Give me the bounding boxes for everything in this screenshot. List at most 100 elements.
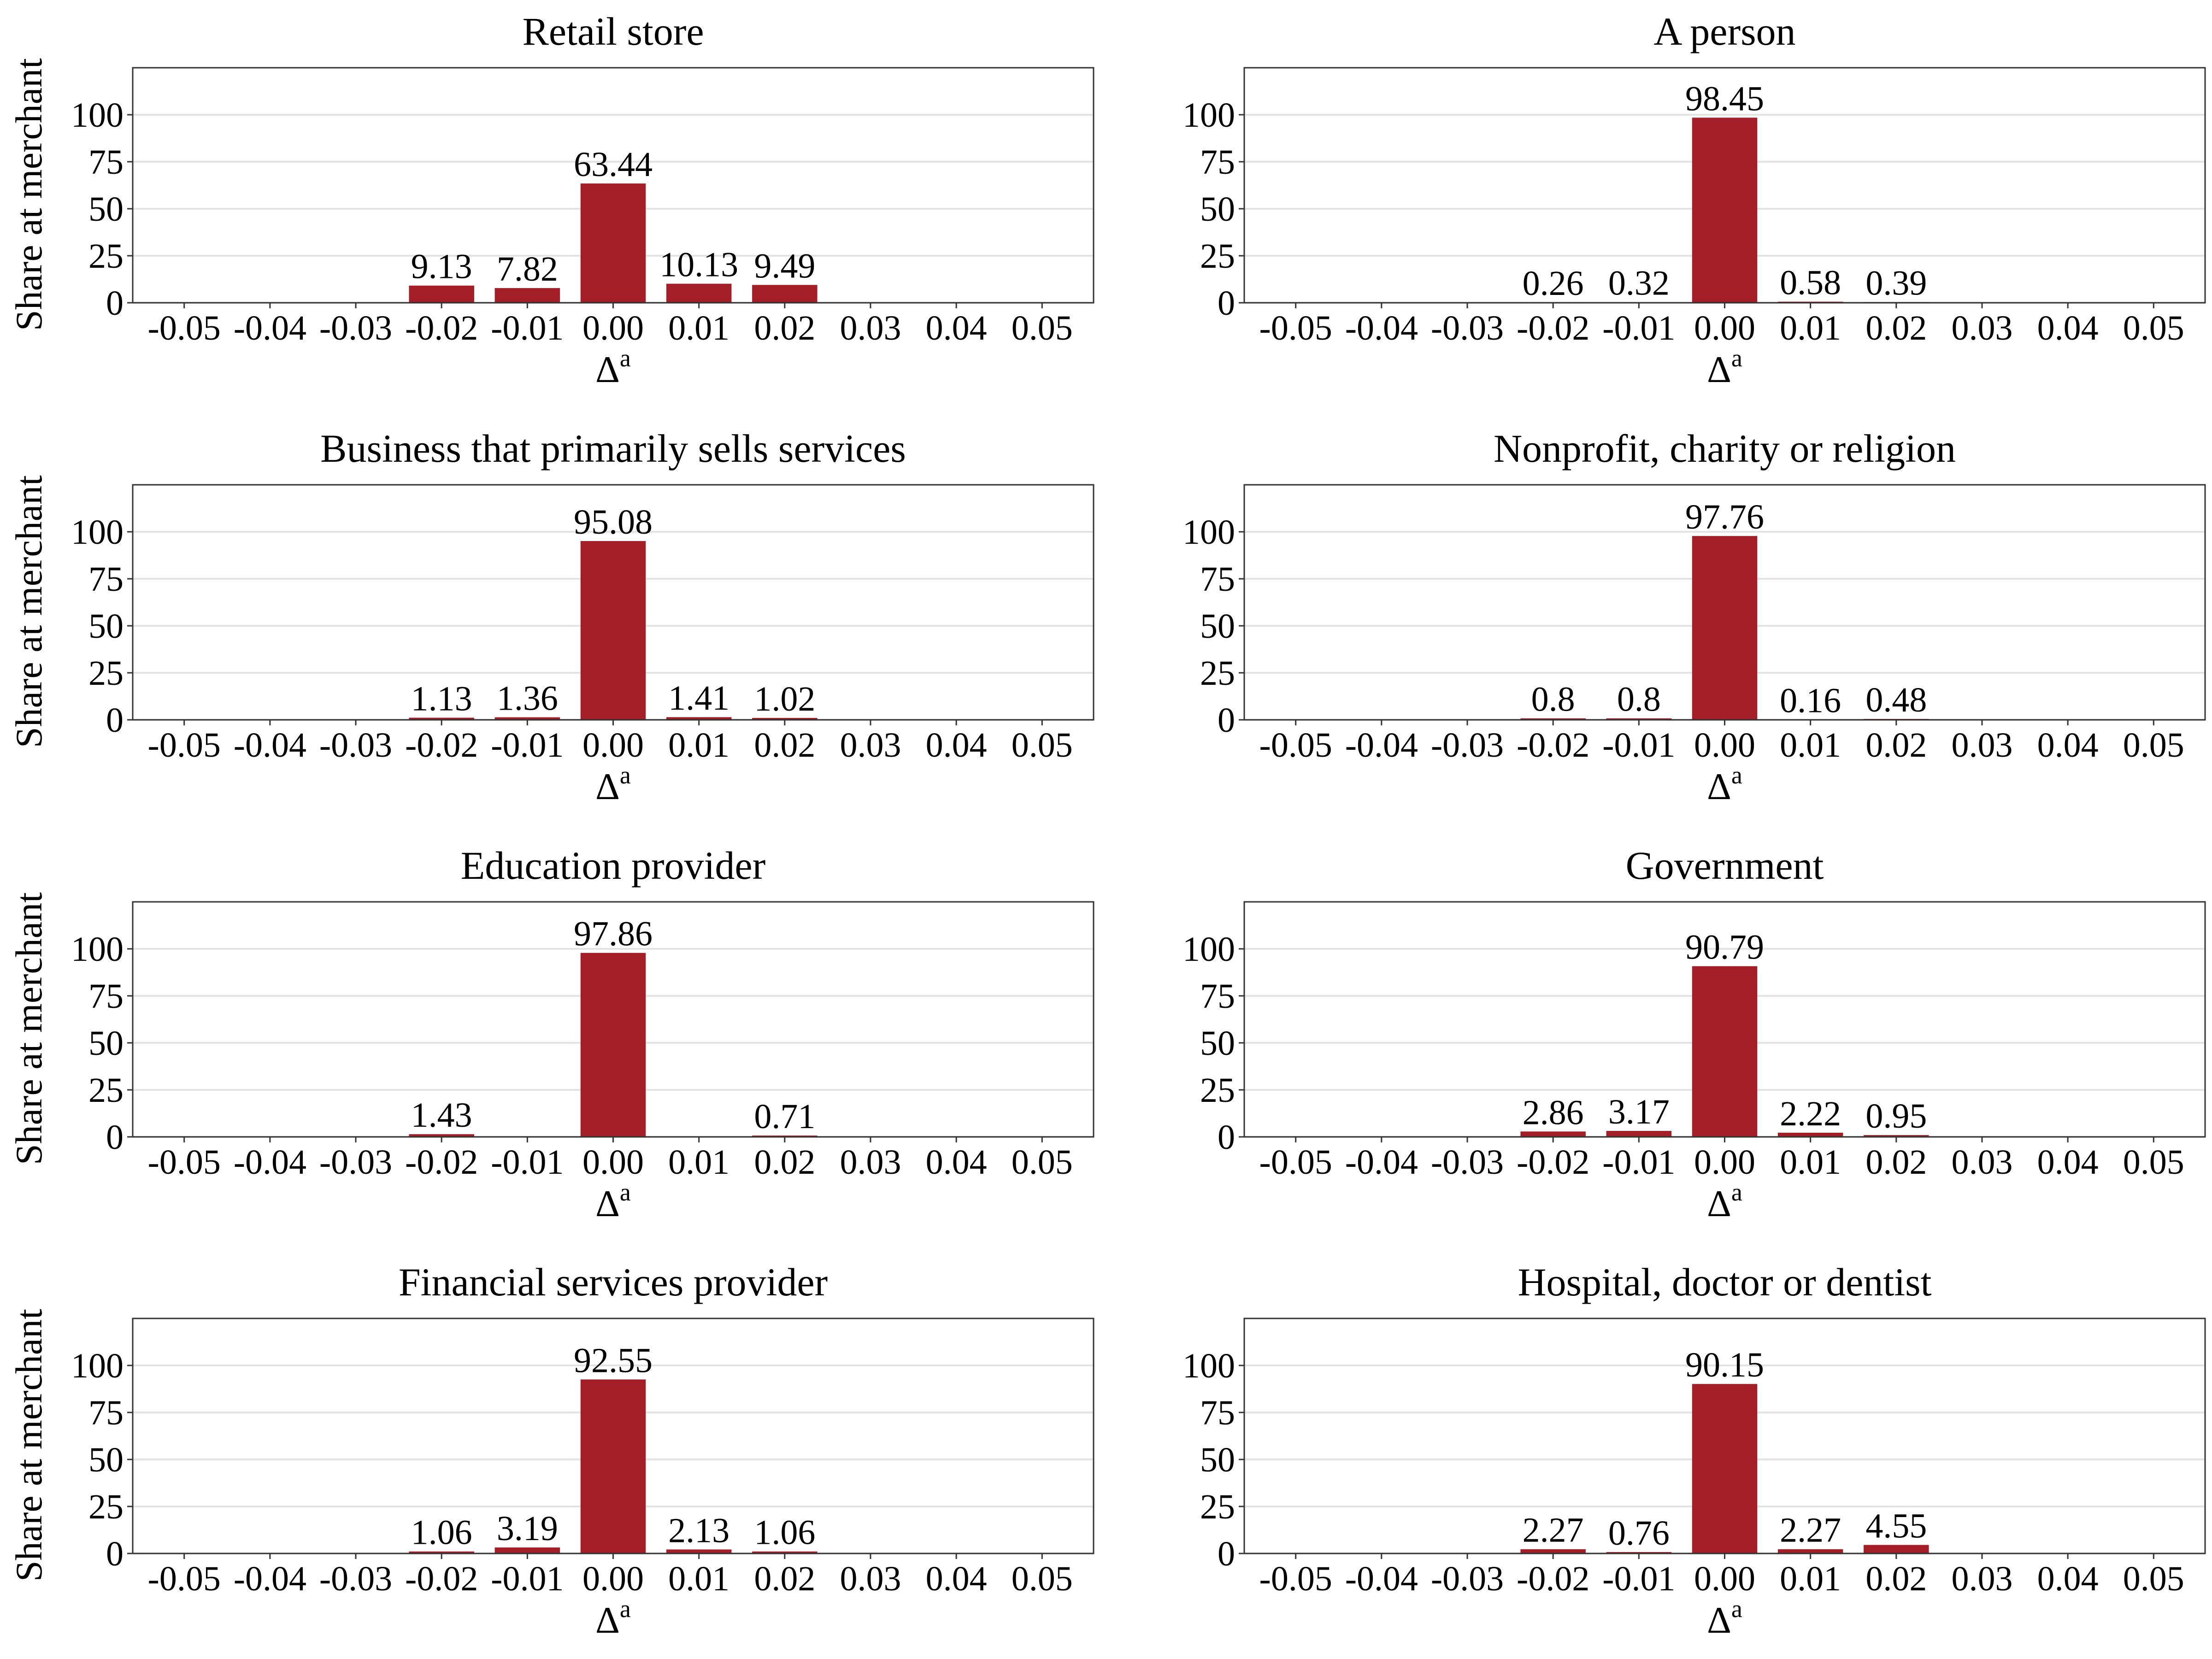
bar [1606,1131,1672,1137]
panel-6: 2.86 3.17 90.79 2.22 0.95 0 25 50 75 100 -0.05 -0.0… [1182,843,2206,1224]
x-tick-label: -0.05 [1259,309,1332,347]
bar-value-label: 10.13 [659,246,738,284]
bar [666,1549,732,1553]
x-tick-label: 0.01 [1780,726,1841,765]
x-tick-label: -0.01 [1602,1143,1675,1182]
x-tick-label: 0.03 [1951,1559,2012,1598]
bar-value-label: 3.19 [497,1509,558,1548]
x-tick-label: 0.00 [582,726,644,765]
x-tick-label: 0.00 [1694,1143,1755,1182]
x-tick-label: -0.01 [491,1143,564,1182]
x-tick-label: -0.02 [1517,1143,1589,1182]
x-axis-label: Δa [595,761,631,807]
panel-title: Retail store [522,9,704,53]
bar-value-label: 95.08 [574,503,653,541]
y-tick-label: 50 [88,190,124,229]
y-tick-label: 50 [88,1441,124,1479]
bar [580,1379,646,1553]
x-tick-label: -0.02 [405,1559,478,1598]
bar [1520,1549,1586,1553]
x-tick-label: 0.05 [1012,1143,1073,1182]
bar-value-label: 2.27 [1780,1511,1841,1550]
x-tick-label: -0.05 [148,309,221,347]
y-tick-label: 75 [88,1394,124,1432]
x-tick-label: 0.01 [668,726,729,765]
bar [409,718,474,720]
x-tick-label: -0.02 [405,726,478,765]
bar-value-label: 1.36 [497,679,558,718]
x-axis-label-main: Δ [1707,1182,1731,1224]
y-tick-label: 25 [88,1488,124,1526]
x-tick-label: 0.05 [1012,726,1073,765]
bar-value-label: 1.13 [411,679,472,718]
x-tick-label: 0.01 [668,1143,729,1182]
panel-3: 1.13 1.36 95.08 1.41 1.02 0 25 50 75 100 -0.05 -0.0… [8,426,1094,807]
y-tick-label: 75 [88,560,124,599]
bar-value-label: 2.86 [1523,1093,1584,1132]
x-tick-label: -0.01 [491,1559,564,1598]
bar-value-label: 1.06 [754,1513,815,1552]
y-tick-label: 0 [106,284,124,323]
bar-value-label: 2.22 [1780,1094,1841,1133]
y-tick-label: 75 [1200,143,1235,182]
x-axis-label: Δa [595,1595,631,1641]
x-tick-label: -0.04 [234,1143,306,1182]
bar-value-label: 98.45 [1685,79,1764,118]
y-tick-label: 0 [106,1535,124,1573]
bar-value-label: 0.48 [1865,681,1927,719]
y-axis-label: Share at merchant [8,475,50,748]
bar-value-label: 0.32 [1608,264,1670,303]
bar [666,717,732,720]
bar [1777,1132,1843,1137]
y-axis-label: Share at merchant [8,1309,50,1582]
panel-title: Education provider [461,843,766,888]
y-tick-label: 75 [1200,560,1235,599]
y-tick-label: 25 [1200,1488,1235,1526]
x-tick-label: 0.02 [754,726,815,765]
x-tick-label: 0.02 [754,309,815,347]
x-tick-label: 0.04 [926,1143,987,1182]
bar-value-label: 3.17 [1608,1093,1670,1131]
x-axis-label-superscript: a [1731,761,1742,789]
bar [752,285,818,303]
x-tick-label: -0.03 [1431,726,1504,765]
y-tick-label: 0 [1218,1535,1235,1573]
x-axis-label-superscript: a [1731,1178,1742,1206]
bar-value-label: 0.8 [1617,680,1661,719]
x-tick-label: -0.01 [1602,309,1675,347]
x-tick-label: -0.02 [1517,309,1589,347]
bar-value-label: 9.49 [754,247,815,285]
panel-title: A person [1653,9,1795,53]
bar [1777,1549,1843,1553]
bar [666,283,732,303]
x-tick-label: 0.03 [1951,1143,2012,1182]
y-tick-label: 100 [71,930,124,969]
x-tick-label: -0.04 [1345,1559,1418,1598]
bar-value-label: 7.82 [497,250,558,288]
x-tick-label: -0.04 [234,1559,306,1598]
x-axis-label-main: Δ [1707,348,1731,390]
bar [1606,1552,1672,1553]
panel-5: 1.43 97.86 0.71 0 25 50 75 100 -0.05 -0.04 -0.03 -0… [8,843,1094,1224]
bar [580,541,646,720]
y-tick-label: 100 [71,1347,124,1385]
x-tick-label: -0.02 [1517,1559,1589,1598]
x-axis-label: Δa [1707,1595,1742,1641]
x-axis-label-main: Δ [595,765,620,807]
x-tick-label: -0.04 [234,726,306,765]
x-tick-label: 0.05 [1012,309,1073,347]
x-tick-label: 0.03 [1951,726,2012,765]
y-tick-label: 75 [1200,977,1235,1016]
bar-value-label: 0.26 [1523,264,1584,303]
x-axis-label: Δa [595,344,631,390]
bar [1692,536,1758,720]
x-axis-label: Δa [595,1178,631,1224]
bar-value-label: 1.02 [754,680,815,718]
y-tick-label: 50 [1200,1024,1235,1063]
bar [1692,1384,1758,1553]
x-tick-label: 0.04 [2037,309,2099,347]
y-tick-label: 0 [1218,284,1235,323]
x-tick-label: 0.03 [840,1143,901,1182]
bar-value-label: 97.76 [1685,498,1764,536]
